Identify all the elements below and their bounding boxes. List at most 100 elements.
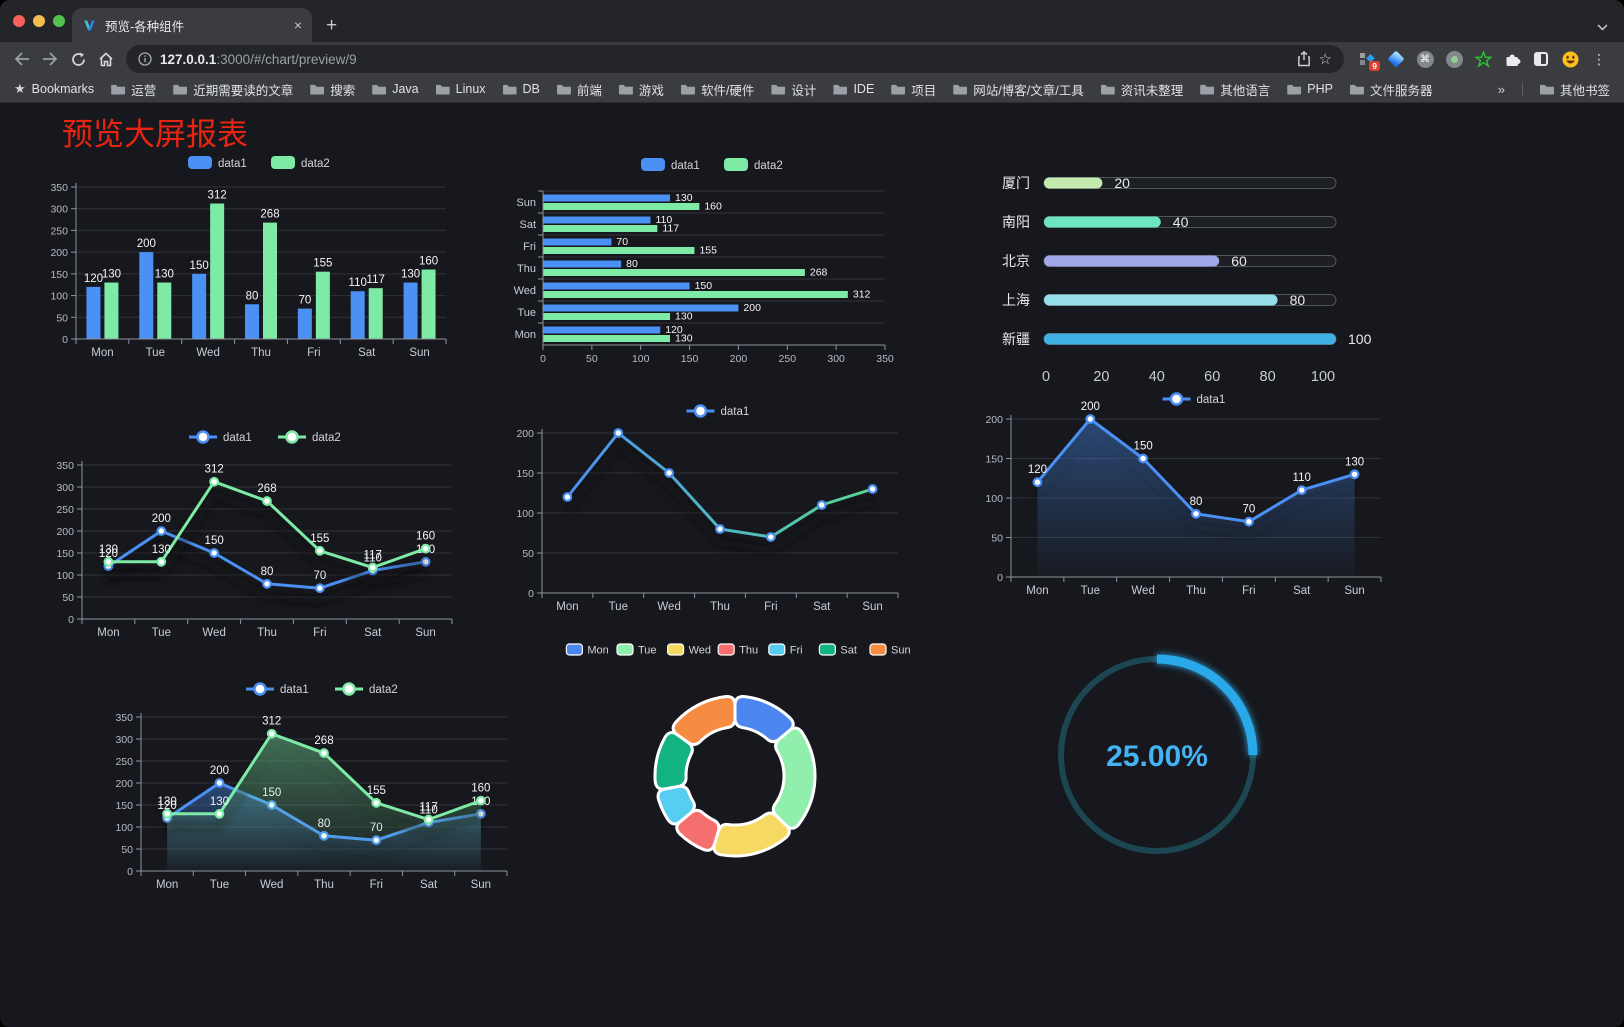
gem-extension-icon[interactable] (1387, 50, 1405, 68)
svg-text:155: 155 (699, 245, 717, 257)
bookmark-folder[interactable]: 运营 (111, 80, 156, 99)
bookmark-folder[interactable]: Linux (435, 82, 486, 96)
svg-text:50: 50 (56, 312, 68, 324)
bookmark-star-icon[interactable]: ☆ (1318, 50, 1332, 68)
folder-icon (556, 84, 571, 95)
svg-text:80: 80 (626, 258, 638, 270)
emoji-extension-icon[interactable] (1561, 50, 1579, 68)
svg-text:117: 117 (662, 223, 679, 235)
site-info-icon[interactable] (138, 52, 152, 66)
svg-text:350: 350 (115, 712, 133, 724)
svg-text:312: 312 (262, 716, 281, 728)
green-star-extension-icon[interactable] (1474, 50, 1492, 68)
folder-icon (891, 84, 906, 95)
bookmark-folder[interactable]: 资讯未整理 (1100, 80, 1183, 99)
svg-text:117: 117 (367, 274, 385, 286)
forward-button[interactable] (36, 45, 64, 73)
svg-text:Tue: Tue (1081, 585, 1100, 597)
tab-search-chevron-icon[interactable] (1597, 20, 1608, 34)
svg-text:250: 250 (779, 353, 797, 365)
progress-bars-chart: 厦门 20 南阳 40 北京 60 上海 80 新疆 100 0 20 40 60 80 100 (966, 153, 1388, 398)
svg-text:Fri: Fri (307, 347, 320, 359)
address-bar[interactable]: 127.0.0.1:3000/#/chart/preview/9 ☆ (126, 45, 1344, 73)
bookmarks-overflow-chevron[interactable]: » (1497, 81, 1505, 97)
svg-text:268: 268 (314, 735, 333, 747)
svg-text:117: 117 (419, 802, 437, 814)
svg-text:data1: data1 (1197, 394, 1226, 406)
donut-pie-chart: Mon Tue Wed Thu Fri Sat Sun (538, 631, 938, 891)
bookmark-folder[interactable]: Java (372, 82, 419, 96)
bookmark-folder[interactable]: PHP (1287, 82, 1333, 96)
command-extension-icon[interactable]: ⌘ (1416, 50, 1434, 68)
bookmark-folder[interactable]: 文件服务器 (1349, 80, 1432, 99)
svg-text:200: 200 (985, 414, 1003, 426)
svg-text:130: 130 (152, 544, 171, 556)
svg-text:50: 50 (121, 844, 133, 856)
two-series-area-chart: data1data2120200150807011013013013031226… (93, 671, 515, 900)
bookmark-folder[interactable]: 软件/硬件 (680, 80, 754, 99)
svg-text:60: 60 (1231, 253, 1247, 269)
close-window-button[interactable] (13, 15, 25, 27)
bookmark-folder[interactable]: 近期需要读的文章 (173, 80, 293, 99)
svg-text:Thu: Thu (257, 627, 277, 639)
svg-text:130: 130 (210, 796, 229, 808)
new-tab-button[interactable]: + (326, 15, 338, 36)
chart-canvas: data1 120 200 150 80 70 110 130 0 50 100 150 200 Mon T… (985, 392, 1382, 597)
bookmark-folder[interactable]: 设计 (771, 80, 816, 99)
bookmark-folder[interactable]: IDE (833, 82, 874, 96)
folder-icon (953, 84, 968, 95)
bookmarks-separator (1521, 82, 1523, 96)
bookmark-folder[interactable]: 其他语言 (1200, 80, 1270, 99)
svg-text:data1: data1 (721, 406, 750, 418)
svg-text:150: 150 (695, 280, 713, 292)
folder-icon (111, 84, 126, 95)
back-button[interactable] (8, 45, 36, 73)
bookmarks-root[interactable]: ★ Bookmarks (14, 81, 95, 96)
maximize-window-button[interactable] (53, 15, 65, 27)
svg-text:0: 0 (540, 353, 546, 365)
svg-text:Wed: Wed (260, 879, 283, 891)
svg-text:130: 130 (1345, 456, 1364, 468)
bookmark-folder[interactable]: DB (502, 82, 540, 96)
reload-button[interactable] (64, 45, 92, 73)
svg-text:160: 160 (471, 783, 490, 795)
svg-text:70: 70 (298, 295, 311, 307)
svg-text:0: 0 (68, 614, 74, 626)
svg-text:0: 0 (1042, 369, 1050, 385)
svg-text:300: 300 (50, 204, 68, 216)
svg-text:200: 200 (152, 513, 171, 525)
other-bookmarks[interactable]: 其他书签 (1539, 80, 1610, 99)
metrics-extension-icon[interactable]: 9 (1358, 50, 1380, 71)
svg-text:200: 200 (50, 247, 68, 259)
svg-text:Mon: Mon (515, 329, 536, 341)
svg-text:Sun: Sun (891, 645, 911, 657)
svg-text:Mon: Mon (1026, 585, 1048, 597)
svg-text:155: 155 (367, 785, 386, 797)
bookmark-folder[interactable]: 前端 (556, 80, 602, 99)
svg-text:50: 50 (991, 533, 1003, 545)
svg-text:70: 70 (1242, 504, 1255, 516)
browser-menu-icon[interactable]: ⋮ (1592, 50, 1606, 67)
share-icon[interactable] (1297, 51, 1311, 67)
contrast-extension-icon[interactable] (1532, 50, 1550, 68)
svg-text:Fri: Fri (764, 601, 777, 613)
svg-text:Sat: Sat (813, 601, 831, 613)
record-extension-icon[interactable] (1445, 50, 1463, 68)
minimize-window-button[interactable] (33, 15, 45, 27)
blue-area-chart: data1 120 200 150 80 70 110 130 0 50 100 150 200 Mon T… (961, 387, 1389, 607)
tab-close-icon[interactable]: × (293, 17, 302, 33)
bookmark-folder[interactable]: 搜索 (310, 80, 355, 99)
svg-text:300: 300 (115, 734, 133, 746)
chart-canvas: data1 data2120130200130150312802687015511… (50, 156, 447, 359)
bookmark-folder[interactable]: 游戏 (618, 80, 664, 99)
browser-tab[interactable]: 预览-各种组件 × (72, 8, 312, 42)
bookmark-folder[interactable]: 网站/博客/文章/工具 (953, 80, 1084, 99)
svg-text:Sun: Sun (862, 601, 882, 613)
svg-text:130: 130 (675, 333, 693, 345)
puzzle-extensions-icon[interactable] (1503, 50, 1521, 68)
svg-text:Wed: Wed (514, 285, 536, 297)
folder-icon (502, 84, 517, 95)
bookmark-folder[interactable]: 项目 (891, 80, 936, 99)
home-button[interactable] (92, 45, 120, 73)
svg-text:南阳: 南阳 (1002, 214, 1030, 230)
